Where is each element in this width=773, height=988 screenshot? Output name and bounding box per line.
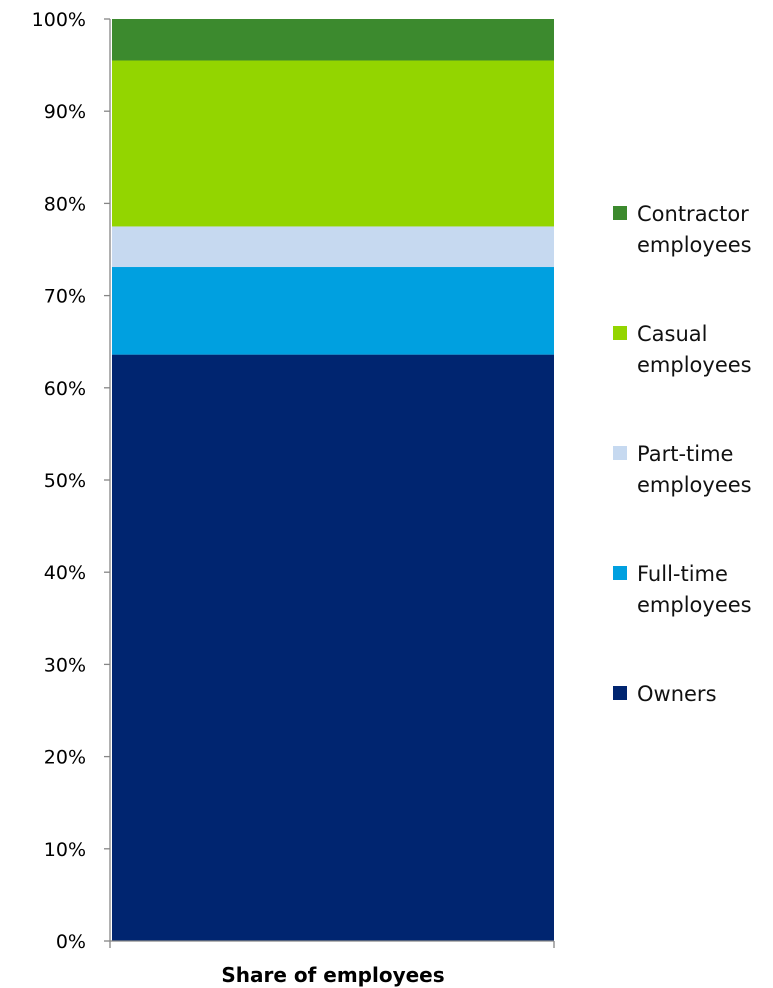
legend-label: Contractor employees: [637, 202, 752, 257]
y-tick-label: 0%: [56, 931, 86, 953]
legend-item-part-time-employees: Part-time employees: [613, 442, 752, 497]
legend-label: Owners: [637, 682, 717, 706]
legend-swatch: [613, 446, 627, 460]
bar-segment-part-time-employees: [112, 226, 554, 268]
legend-item-casual-employees: Casual employees: [613, 322, 752, 377]
legend-label: Casual employees: [637, 322, 752, 377]
y-tick-label: 100%: [32, 9, 86, 31]
y-tick-label: 80%: [44, 193, 86, 215]
y-tick-label: 30%: [44, 654, 86, 676]
y-tick-label: 20%: [44, 747, 86, 769]
bar-segment-casual-employees: [112, 60, 554, 227]
legend-swatch: [613, 686, 627, 700]
legend-item-contractor-employees: Contractor employees: [613, 202, 752, 257]
y-tick-label: 50%: [44, 470, 86, 492]
y-tick-label: 40%: [44, 562, 86, 584]
bars-layer: [112, 19, 554, 941]
legend-swatch: [613, 326, 627, 340]
legend-label: Part-time employees: [637, 442, 752, 497]
y-tick-label: 60%: [44, 378, 86, 400]
legend-swatch: [613, 206, 627, 220]
legend-swatch: [613, 566, 627, 580]
bar-segment-contractor-employees: [112, 19, 554, 61]
legend: Contractor employees Casual employees Part-t…: [613, 202, 752, 706]
y-tick-label: 70%: [44, 286, 86, 308]
y-tick-label: 10%: [44, 839, 86, 861]
bar-segment-owners: [112, 354, 554, 941]
legend-item-owners: Owners: [613, 682, 717, 706]
y-tick-label: 90%: [44, 101, 86, 123]
y-axis: 0% 10% 20% 30% 40% 50% 60% 70% 80% 90% 100%: [32, 9, 111, 953]
category-label: Share of employees: [221, 963, 444, 987]
legend-label: Full-time employees: [637, 562, 752, 617]
x-axis: Share of employees: [109, 940, 555, 987]
legend-item-full-time-employees: Full-time employees: [613, 562, 752, 617]
bar-segment-full-time-employees: [112, 267, 554, 355]
